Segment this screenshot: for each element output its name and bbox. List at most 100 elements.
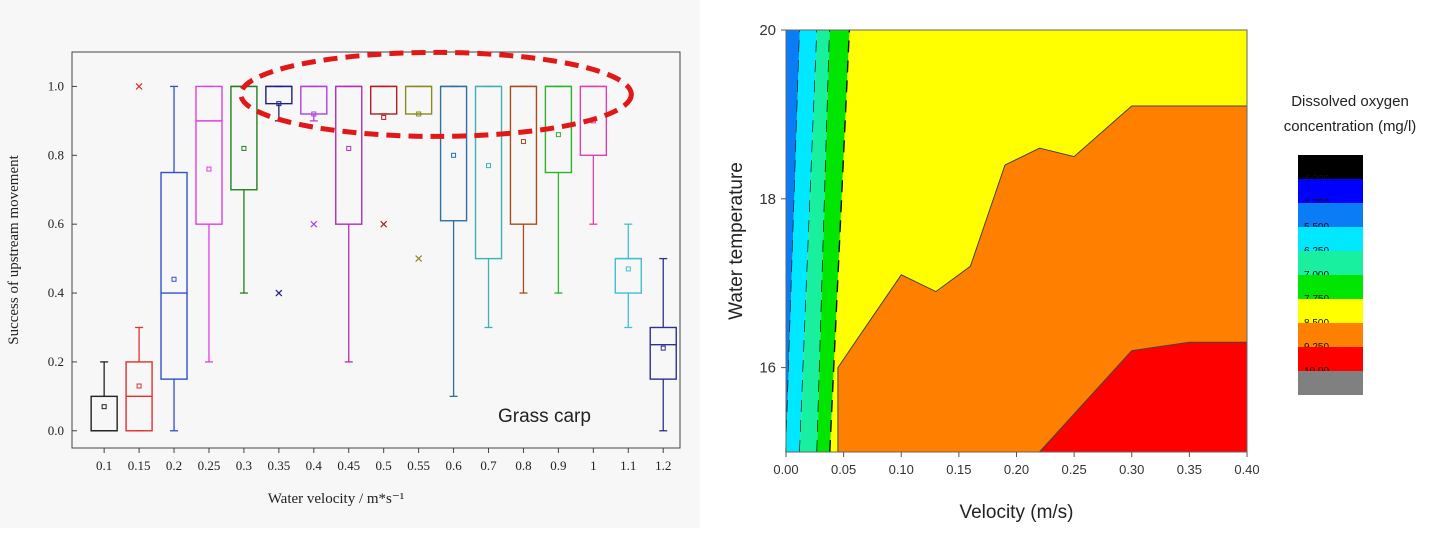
x-tick-label: 0.7 [480,458,497,473]
y-tick-label: 0.8 [48,147,64,162]
plot-frame [71,51,681,449]
box-iqr [265,85,293,105]
box-0.4 [300,85,328,228]
y-tick-label: 20 [759,22,776,39]
legend-swatch [1298,323,1363,347]
box-mean [555,132,561,138]
legend-swatch [1298,179,1363,203]
box-0.2 [160,85,188,432]
x-tick-label: 0.45 [337,458,360,473]
x-tick-label: 0.3 [236,458,252,473]
box-mean [381,114,387,120]
box-mean [660,345,666,351]
contour-line [837,105,1247,452]
legend-swatch [1298,203,1363,227]
box-0.55 [404,85,433,263]
y-tick-label: 18 [759,191,776,208]
y-tick-label: 16 [759,360,776,377]
x-tick-label: 0.6 [445,458,462,473]
highlight-ellipse [238,49,634,139]
box-iqr [404,85,433,115]
legend-title: concentration (mg/l) [1284,118,1417,135]
x-tick-label: 0.10 [889,462,914,477]
box-mean [451,152,457,158]
box-mean [520,139,526,145]
region-red [1039,342,1247,452]
x-tick-label: 0.25 [1061,462,1086,477]
box-mean [416,111,422,117]
box-iqr [614,257,642,294]
outlier-mark [380,220,388,228]
box-mean [486,163,492,169]
x-axis-label: Velocity (m/s) [959,502,1073,523]
x-tick-label: 0.55 [407,458,430,473]
box-0.3 [230,85,258,294]
outlier-mark [415,255,423,263]
box-0.5 [369,85,398,228]
boxplot-panel: 0.0 0.2 0.4 0.6 0.8 1.0 0.1 0.15 0.2 0.25 0.3 0.35 0… [0,0,700,528]
box-0.6 [439,85,468,397]
box-0.25 [195,85,223,363]
box-0.8 [509,85,538,294]
box-mean [171,276,177,282]
legend-swatch [1298,155,1363,179]
x-axis-label: Water velocity / m*s⁻¹ [268,491,405,507]
box-mean [241,145,247,151]
box-1.2 [649,257,677,432]
x-tick-label: 0.35 [267,458,290,473]
outlier-mark [275,289,283,297]
legend-swatch [1298,371,1363,395]
band-1 [786,30,818,452]
box-mean [625,266,631,272]
boxplot-chart: 0.0 0.2 0.4 0.6 0.8 1.0 0.1 0.15 0.2 0.25 0.3 0.35 0… [6,49,681,507]
outlier-mark [310,220,318,228]
contour-panel: 0.00 0.05 0.10 0.15 0.20 0.25 0.30 0.35 0.40 16 18… [712,0,1432,528]
box-mean [346,145,352,151]
x-tick-label: 0.15 [946,462,971,477]
box-iqr [335,85,363,225]
legend-swatch [1298,347,1363,371]
box-mean [276,101,282,107]
y-tick-label: 0.6 [48,216,65,231]
outlier-mark [135,83,143,90]
legend-title: Dissolved oxygen [1291,93,1409,110]
box-iqr [369,85,398,115]
y-axis-label: Water temperature [726,162,747,320]
x-tick-label: 0.8 [515,458,531,473]
box-0.1 [90,361,118,432]
x-tick-label: 1 [590,458,597,473]
x-tick-label: 0.35 [1177,462,1202,477]
y-tick-label: 0.2 [48,354,64,369]
box-iqr [90,395,118,432]
y-axis-label: Success of upstream movement [6,154,22,344]
x-tick-label: 0.00 [773,462,798,477]
legend-swatch [1298,275,1363,299]
x-tick-label: 0.2 [166,458,182,473]
legend-swatch [1298,299,1363,323]
contour-line [1039,341,1247,453]
box-0.15 [125,83,153,432]
box-iqr [160,171,188,380]
box-mean [136,383,142,389]
box-1.1 [614,223,642,329]
x-tick-label: 1.1 [620,458,636,473]
x-tick-label: 0.20 [1004,462,1029,477]
box-iqr [195,85,223,225]
contour-line [829,29,851,453]
x-tick-label: 0.5 [376,458,392,473]
box-mean [311,111,317,117]
y-tick-label: 1.0 [48,78,64,93]
box-0.7 [474,85,503,329]
x-tick-label: 0.30 [1119,462,1144,477]
box-mean [206,166,212,172]
box-iqr [509,85,538,225]
x-tick-label: 0.9 [550,458,566,473]
band-3 [817,30,850,452]
box-iqr [300,85,328,115]
box-mean [101,404,107,410]
x-tick-label: 0.05 [831,462,856,477]
legend-swatch [1298,227,1363,251]
x-tick-label: 0.4 [306,458,323,473]
band-2 [799,30,830,452]
x-tick-label: 0.1 [96,458,112,473]
